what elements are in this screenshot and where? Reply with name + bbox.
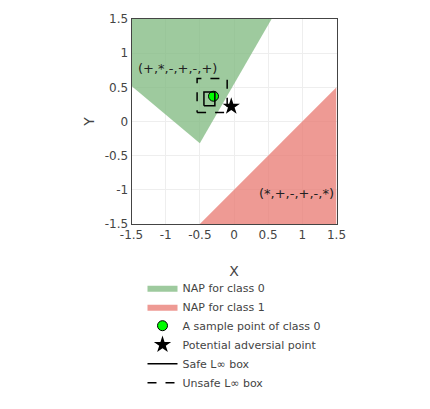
svg-text:NAP for class 1: NAP for class 1 (183, 301, 265, 314)
svg-text:0: 0 (120, 115, 128, 129)
svg-text:(+,*,-,+,-,+): (+,*,-,+,-,+) (138, 61, 217, 76)
svg-text:0: 0 (230, 228, 238, 242)
svg-text:-0.5: -0.5 (188, 228, 211, 242)
svg-text:-1.5: -1.5 (105, 217, 128, 231)
svg-text:Y: Y (81, 117, 97, 127)
svg-text:-1: -1 (116, 183, 128, 197)
svg-text:Safe L∞ box: Safe L∞ box (183, 358, 250, 371)
svg-text:A sample point of class 0: A sample point of class 0 (183, 320, 321, 333)
svg-text:X: X (229, 263, 239, 279)
svg-text:0.5: 0.5 (259, 228, 278, 242)
svg-text:0.5: 0.5 (109, 81, 128, 95)
svg-text:-1.5: -1.5 (120, 228, 143, 242)
svg-text:1: 1 (120, 46, 128, 60)
svg-text:(*,+,-,+,-,*): (*,+,-,+,-,*) (259, 186, 334, 201)
svg-text:1.5: 1.5 (327, 228, 346, 242)
svg-text:Unsafe L∞ box: Unsafe L∞ box (183, 377, 264, 390)
svg-text:-1: -1 (160, 228, 172, 242)
svg-text:1: 1 (299, 228, 307, 242)
svg-text:NAP for class 0: NAP for class 0 (183, 282, 265, 295)
svg-text:1.5: 1.5 (109, 12, 128, 26)
svg-text:Potential adversial point: Potential adversial point (183, 339, 317, 352)
svg-text:-0.5: -0.5 (105, 149, 128, 163)
